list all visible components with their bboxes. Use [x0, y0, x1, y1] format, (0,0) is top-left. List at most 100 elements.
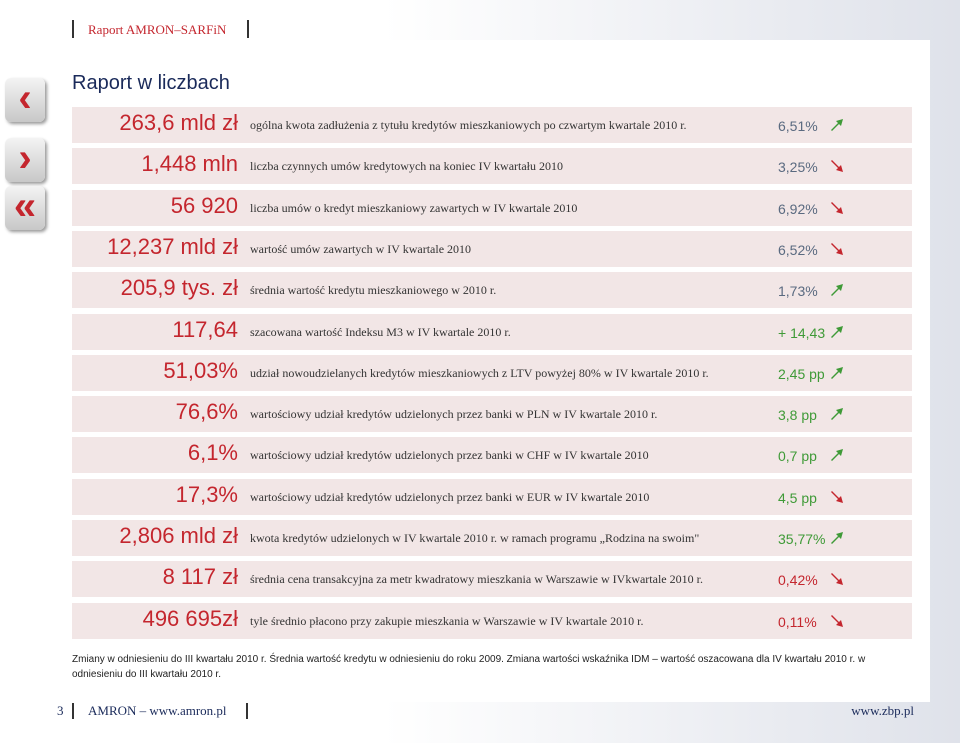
arrow-icon — [831, 284, 843, 297]
stat-description: szacowana wartość Indeksu M3 w IV kwarta… — [250, 324, 511, 339]
arrow-icon — [831, 614, 843, 627]
arrow-icon — [831, 532, 843, 544]
trend-arrow — [830, 531, 844, 550]
stat-value: 51,03% — [163, 357, 238, 383]
stat-row: 205,9 tys. zł średnia wartość kredytu mie… — [72, 272, 912, 309]
arrow-shape — [831, 408, 843, 421]
stat-description: liczba czynnych umów kredytowych na koni… — [250, 159, 564, 174]
trend-arrow — [830, 283, 844, 302]
stat-row: 51,03% udział nowoudzielanych kredytów mi… — [72, 354, 912, 391]
stat-change: 6,52% — [778, 241, 818, 258]
stat-value: 496 695zł — [142, 605, 238, 631]
arrow-shape — [831, 490, 843, 503]
stat-row: 1,448 mln liczba czynnych umów kredytowyc… — [72, 148, 912, 185]
arrow-icon — [831, 573, 843, 586]
arrow-icon — [831, 449, 843, 462]
stat-change: 6,51% — [778, 118, 818, 134]
stat-value: 117,64 — [172, 316, 238, 342]
stat-value: 2,806 mld zł — [119, 523, 238, 548]
stat-description: wartościowy udział kredytów udzielonych … — [250, 448, 649, 463]
trend-arrow — [830, 448, 844, 467]
divider — [246, 703, 248, 719]
trend-arrow — [830, 159, 844, 178]
arrow-shape — [831, 366, 843, 379]
arrow-icon — [831, 490, 843, 503]
arrow-icon — [831, 119, 843, 131]
stat-description: wartościowy udział kredytów udzielonych … — [250, 407, 658, 422]
note: Zmiany w odniesieniu do III kwartału 201… — [72, 654, 866, 680]
arrow-icon — [831, 325, 843, 338]
stat-description: średnia cena transakcyjna za metr kwadra… — [250, 572, 703, 587]
trend-arrow — [830, 407, 844, 426]
stat-description: liczba umów o kredyt mieszkaniowy zawart… — [250, 200, 578, 215]
trend-arrow — [830, 242, 844, 261]
stat-change: 6,92% — [778, 200, 818, 217]
trend-arrow — [830, 614, 844, 633]
arrow-shape — [831, 614, 843, 627]
divider — [72, 20, 74, 38]
stat-value: 76,6% — [175, 399, 238, 425]
stat-change: 3,8 pp — [778, 407, 817, 424]
stat-row: 2,806 mld zł kwota kredytów udzielonych w… — [72, 520, 912, 556]
nav-button[interactable]: « — [5, 186, 45, 230]
stat-value: 8 117 zł — [162, 564, 238, 590]
stat-description: tyle średnio płacono przy zakupie mieszk… — [250, 613, 644, 628]
footer-right: www.zbp.pl — [851, 703, 914, 718]
arrow-icon — [831, 366, 843, 379]
page-title: Raport w liczbach — [72, 72, 230, 94]
stat-description: kwota kredytów udzielonych w IV kwartale… — [250, 531, 700, 545]
divider — [72, 703, 74, 719]
stat-value: 1,448 mln — [141, 151, 238, 177]
trend-arrow — [830, 325, 844, 344]
stat-change: 35,77% — [778, 531, 826, 547]
stat-description: ogólna kwota zadłużenia z tytułu kredytó… — [250, 118, 687, 132]
page-number: 3 — [57, 703, 64, 718]
header-title: Raport AMRON–SARFiN — [88, 22, 227, 37]
footer-left: AMRON – www.amron.pl — [88, 703, 227, 718]
trend-arrow — [830, 118, 844, 137]
arrow-icon — [831, 242, 843, 255]
stat-value: 6,1% — [187, 440, 238, 466]
stat-description: wartość umów zawartych w IV kwartale 201… — [250, 241, 472, 256]
arrow-shape — [831, 160, 843, 173]
stat-change: 0,42% — [778, 572, 818, 589]
divider — [247, 20, 249, 38]
stat-row: 76,6% wartościowy udział kredytów udzielo… — [72, 396, 912, 433]
arrow-icon — [831, 201, 843, 214]
arrow-shape — [831, 201, 843, 214]
arrow-shape — [831, 119, 843, 131]
arrow-shape — [831, 242, 843, 255]
stat-change: 3,25% — [778, 159, 818, 176]
arrow-shape — [831, 449, 843, 462]
stat-change: 0,7 pp — [778, 448, 817, 465]
stat-row: 6,1% wartościowy udział kredytów udzielon… — [72, 437, 912, 474]
stat-description: wartościowy udział kredytów udzielonych … — [250, 489, 650, 504]
stat-value: 205,9 tys. zł — [120, 275, 238, 301]
stat-row: 12,237 mld zł wartość umów zawartych w IV… — [72, 230, 912, 267]
stat-change: 2,45 pp — [778, 365, 825, 382]
stat-row: 117,64 szacowana wartość Indeksu M3 w IV … — [72, 313, 912, 350]
stat-change: + 14,43 — [778, 324, 826, 341]
arrow-shape — [831, 573, 843, 586]
stat-change: 1,73% — [778, 283, 818, 300]
stat-change: 0,11% — [778, 613, 817, 630]
nav-button[interactable]: › — [5, 138, 45, 182]
trend-arrow — [830, 490, 844, 509]
stat-row: 263,6 mld zł ogólna kwota zadłużenia z ty… — [72, 107, 912, 143]
trend-arrow — [830, 572, 844, 591]
stat-row: 56 920 liczba umów o kredyt mieszkaniowy … — [72, 189, 912, 226]
stat-value: 263,6 mld zł — [119, 110, 238, 135]
arrow-icon — [831, 408, 843, 421]
stat-row: 17,3% wartościowy udział kredytów udzielo… — [72, 478, 912, 515]
arrow-shape — [831, 325, 843, 338]
stat-description: średnia wartość kredytu mieszkaniowego w… — [250, 283, 497, 298]
nav-button[interactable]: ‹ — [5, 78, 45, 122]
stat-row: 8 117 zł średnia cena transakcyjna za met… — [72, 561, 912, 598]
stat-value: 12,237 mld zł — [107, 233, 238, 259]
arrow-icon — [831, 160, 843, 173]
stat-description: udział nowoudzielanych kredytów mieszkan… — [250, 365, 709, 380]
stat-value: 56 920 — [170, 192, 238, 218]
arrow-shape — [831, 284, 843, 297]
stat-value: 17,3% — [175, 481, 238, 507]
